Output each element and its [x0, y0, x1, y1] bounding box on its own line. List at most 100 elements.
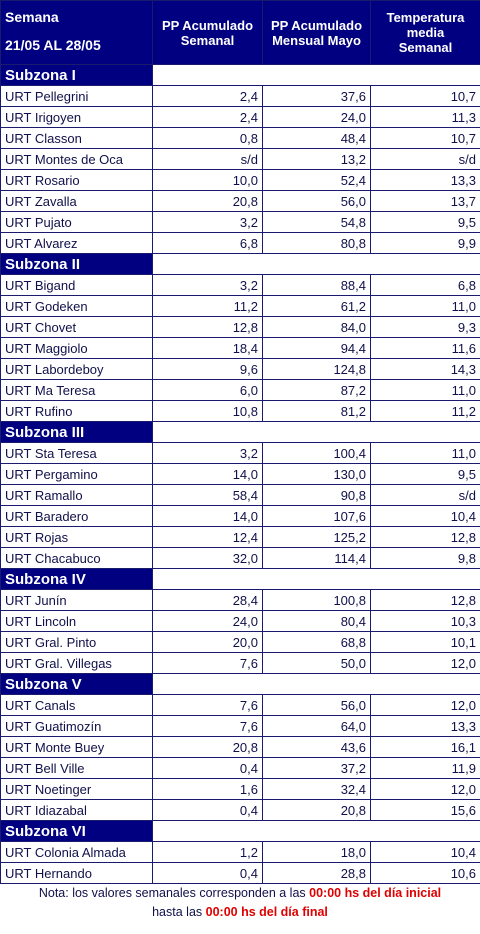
value-cell: 61,2	[263, 296, 371, 317]
value-cell: 3,2	[153, 275, 263, 296]
value-cell: 12,8	[371, 527, 480, 548]
station-name: URT Ma Teresa	[1, 380, 153, 401]
value-cell: 28,4	[153, 590, 263, 611]
header-line: PP Acumulado	[157, 18, 258, 33]
week-range: 21/05 AL 28/05	[5, 31, 148, 59]
station-name: URT Canals	[1, 695, 153, 716]
value-cell: 114,4	[263, 548, 371, 569]
value-cell: 16,1	[371, 737, 480, 758]
value-cell: 88,4	[263, 275, 371, 296]
value-cell: 24,0	[153, 611, 263, 632]
value-cell: 9,3	[371, 317, 480, 338]
note-highlight: 00:00 hs del día final	[206, 905, 328, 919]
value-cell: 2,4	[153, 86, 263, 107]
station-name: URT Rojas	[1, 527, 153, 548]
note-text: Nota: los valores semanales corresponden…	[39, 886, 309, 900]
subzone-row: Subzona III	[1, 422, 480, 443]
value-cell: 11,0	[371, 443, 480, 464]
value-cell: 18,4	[153, 338, 263, 359]
value-cell: 20,8	[153, 737, 263, 758]
value-cell: 14,0	[153, 506, 263, 527]
value-cell: 64,0	[263, 716, 371, 737]
value-cell: 130,0	[263, 464, 371, 485]
header-line: Semanal	[157, 33, 258, 48]
value-cell: 9,9	[371, 233, 480, 254]
value-cell: 14,0	[153, 464, 263, 485]
value-cell: 58,4	[153, 485, 263, 506]
value-cell: 12,0	[371, 779, 480, 800]
value-cell: 10,7	[371, 86, 480, 107]
value-cell: 52,4	[263, 170, 371, 191]
value-cell: 9,5	[371, 212, 480, 233]
station-name: URT Chacabuco	[1, 548, 153, 569]
value-cell: 20,0	[153, 632, 263, 653]
subzone-name: Subzona VI	[1, 821, 153, 842]
station-name: URT Sta Teresa	[1, 443, 153, 464]
value-cell: 48,4	[263, 128, 371, 149]
blank-cell	[153, 65, 480, 86]
value-cell: 12,4	[153, 527, 263, 548]
value-cell: 10,3	[371, 611, 480, 632]
value-cell: 7,6	[153, 716, 263, 737]
subzone-row: Subzona I	[1, 65, 480, 86]
subzone-name: Subzona III	[1, 422, 153, 443]
value-cell: 9,8	[371, 548, 480, 569]
value-cell: 37,2	[263, 758, 371, 779]
value-cell: 28,8	[263, 863, 371, 884]
blank-cell	[153, 821, 480, 842]
value-cell: 10,7	[371, 128, 480, 149]
station-name: URT Bigand	[1, 275, 153, 296]
station-name: URT Irigoyen	[1, 107, 153, 128]
value-cell: 81,2	[263, 401, 371, 422]
value-cell: 13,3	[371, 170, 480, 191]
note-highlight: 00:00 hs del día inicial	[309, 886, 441, 900]
value-cell: 125,2	[263, 527, 371, 548]
value-cell: 13,3	[371, 716, 480, 737]
value-cell: 11,0	[371, 380, 480, 401]
value-cell: 14,3	[371, 359, 480, 380]
value-cell: 56,0	[263, 695, 371, 716]
value-cell: s/d	[371, 485, 480, 506]
station-name: URT Baradero	[1, 506, 153, 527]
value-cell: s/d	[153, 149, 263, 170]
value-cell: 80,8	[263, 233, 371, 254]
station-name: URT Gral. Pinto	[1, 632, 153, 653]
station-name: URT Rufino	[1, 401, 153, 422]
value-cell: 0,4	[153, 758, 263, 779]
station-name: URT Pergamino	[1, 464, 153, 485]
station-name: URT Labordeboy	[1, 359, 153, 380]
value-cell: 9,5	[371, 464, 480, 485]
value-cell: 10,0	[153, 170, 263, 191]
value-cell: 32,4	[263, 779, 371, 800]
value-cell: 6,0	[153, 380, 263, 401]
station-name: URT Gral. Villegas	[1, 653, 153, 674]
value-cell: 11,9	[371, 758, 480, 779]
station-name: URT Classon	[1, 128, 153, 149]
header-line: Temperatura	[375, 10, 476, 25]
station-name: URT Pellegrini	[1, 86, 153, 107]
value-cell: 107,6	[263, 506, 371, 527]
value-cell: 56,0	[263, 191, 371, 212]
value-cell: 87,2	[263, 380, 371, 401]
value-cell: s/d	[371, 149, 480, 170]
value-cell: 20,8	[153, 191, 263, 212]
station-name: URT Idiazabal	[1, 800, 153, 821]
value-cell: 11,2	[153, 296, 263, 317]
value-cell: 1,6	[153, 779, 263, 800]
